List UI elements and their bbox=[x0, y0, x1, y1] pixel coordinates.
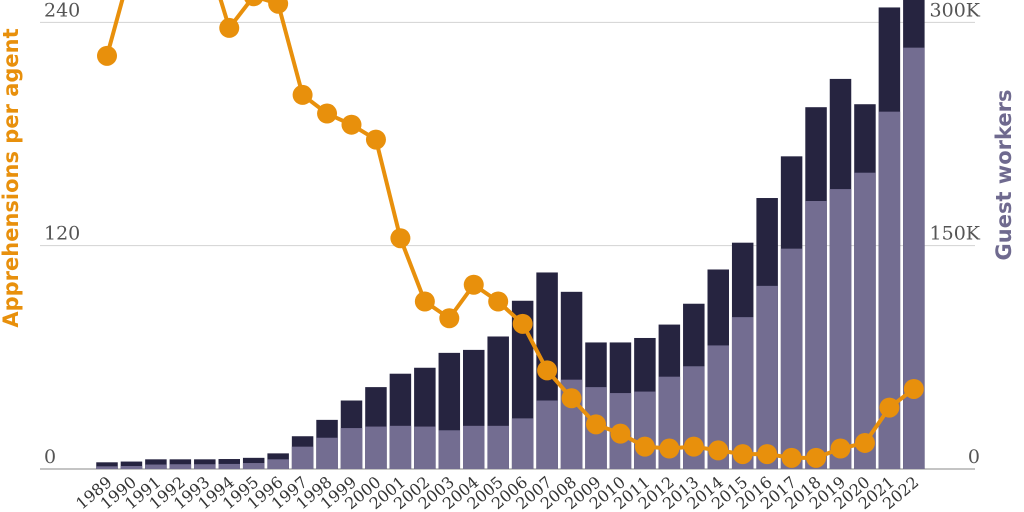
right-tick-label: 0 bbox=[968, 446, 980, 468]
line-point bbox=[659, 438, 680, 459]
line-point bbox=[97, 45, 117, 66]
line-point bbox=[439, 308, 460, 329]
bar-lower-segment bbox=[242, 463, 265, 469]
line-point bbox=[561, 388, 582, 409]
x-tick-labels: 1989199019911992199319941995199619971998… bbox=[72, 473, 922, 512]
line-point bbox=[244, 0, 263, 7]
line-point bbox=[879, 397, 900, 418]
line-point bbox=[708, 440, 729, 461]
line-point bbox=[903, 378, 924, 399]
bar-lower-segment bbox=[389, 425, 412, 469]
bar-upper-segment bbox=[169, 459, 192, 469]
line-point bbox=[317, 103, 338, 124]
line-series bbox=[97, 0, 924, 468]
line-point bbox=[610, 423, 631, 444]
left-tick-label: 120 bbox=[44, 223, 80, 245]
line-point bbox=[806, 447, 827, 468]
line-point bbox=[683, 436, 704, 457]
left-tick-label: 240 bbox=[44, 0, 80, 21]
bar-lower-segment bbox=[145, 464, 167, 469]
right-tick-label: 150K bbox=[930, 223, 981, 245]
line-point bbox=[634, 436, 655, 457]
right-tick-label: 300K bbox=[930, 0, 981, 21]
line-point bbox=[268, 0, 289, 14]
bar-lower-segment bbox=[731, 317, 754, 469]
right-axis-title: Guest workers bbox=[992, 90, 1016, 261]
bar-upper-segment bbox=[96, 462, 118, 469]
line-point bbox=[830, 438, 851, 459]
line-point bbox=[219, 17, 240, 38]
line-point bbox=[512, 313, 533, 334]
line-point bbox=[537, 360, 558, 381]
bar-lower-segment bbox=[340, 428, 363, 469]
bar-lower-segment bbox=[291, 446, 314, 469]
bar-upper-segment bbox=[145, 459, 167, 469]
line-point bbox=[390, 228, 411, 249]
bar-lower-segment bbox=[169, 464, 192, 469]
apprehensions-line bbox=[105, 0, 916, 460]
bar-lower-segment bbox=[438, 430, 461, 469]
line-point bbox=[732, 444, 753, 465]
line-point bbox=[757, 444, 778, 465]
bar-lower-segment bbox=[414, 426, 436, 469]
bar-lower-segment bbox=[316, 437, 338, 469]
bar-lower-segment bbox=[805, 201, 827, 469]
line-point bbox=[781, 447, 802, 468]
left-tick-label: 0 bbox=[44, 446, 56, 468]
bar-upper-segment bbox=[194, 459, 216, 469]
bar-lower-segment bbox=[903, 47, 925, 470]
bar-lower-segment bbox=[218, 463, 240, 469]
bar-lower-segment bbox=[463, 425, 485, 469]
line-point bbox=[854, 432, 875, 453]
bar-lower-segment bbox=[267, 459, 289, 469]
line-point bbox=[292, 84, 313, 105]
bar-lower-segment bbox=[878, 111, 901, 470]
line-point bbox=[488, 291, 509, 312]
bar-lower-segment bbox=[707, 345, 729, 469]
bar-lower-segment bbox=[780, 248, 803, 469]
bars bbox=[96, 0, 925, 470]
bar-lower-segment bbox=[120, 466, 143, 469]
bar-lower-segment bbox=[487, 425, 509, 469]
bar-lower-segment bbox=[854, 172, 876, 469]
bar-lower-segment bbox=[96, 466, 118, 469]
line-point bbox=[586, 414, 606, 435]
line-point bbox=[463, 274, 484, 295]
bar-lower-segment bbox=[536, 400, 558, 469]
left-axis-title: Apprehensions per agent bbox=[0, 28, 23, 327]
bar-lower-segment bbox=[511, 418, 534, 469]
bar-lower-segment bbox=[634, 391, 656, 469]
line-point bbox=[341, 114, 362, 135]
axes: 0 120 240 0 150K 300K bbox=[44, 0, 981, 468]
bar-lower-segment bbox=[756, 285, 778, 469]
line-point bbox=[365, 129, 386, 150]
bar-lower-segment bbox=[194, 464, 216, 469]
bar-upper-segment bbox=[120, 461, 143, 469]
bar-lower-segment bbox=[829, 189, 852, 470]
line-point bbox=[414, 291, 435, 312]
bar-lower-segment bbox=[365, 426, 387, 469]
